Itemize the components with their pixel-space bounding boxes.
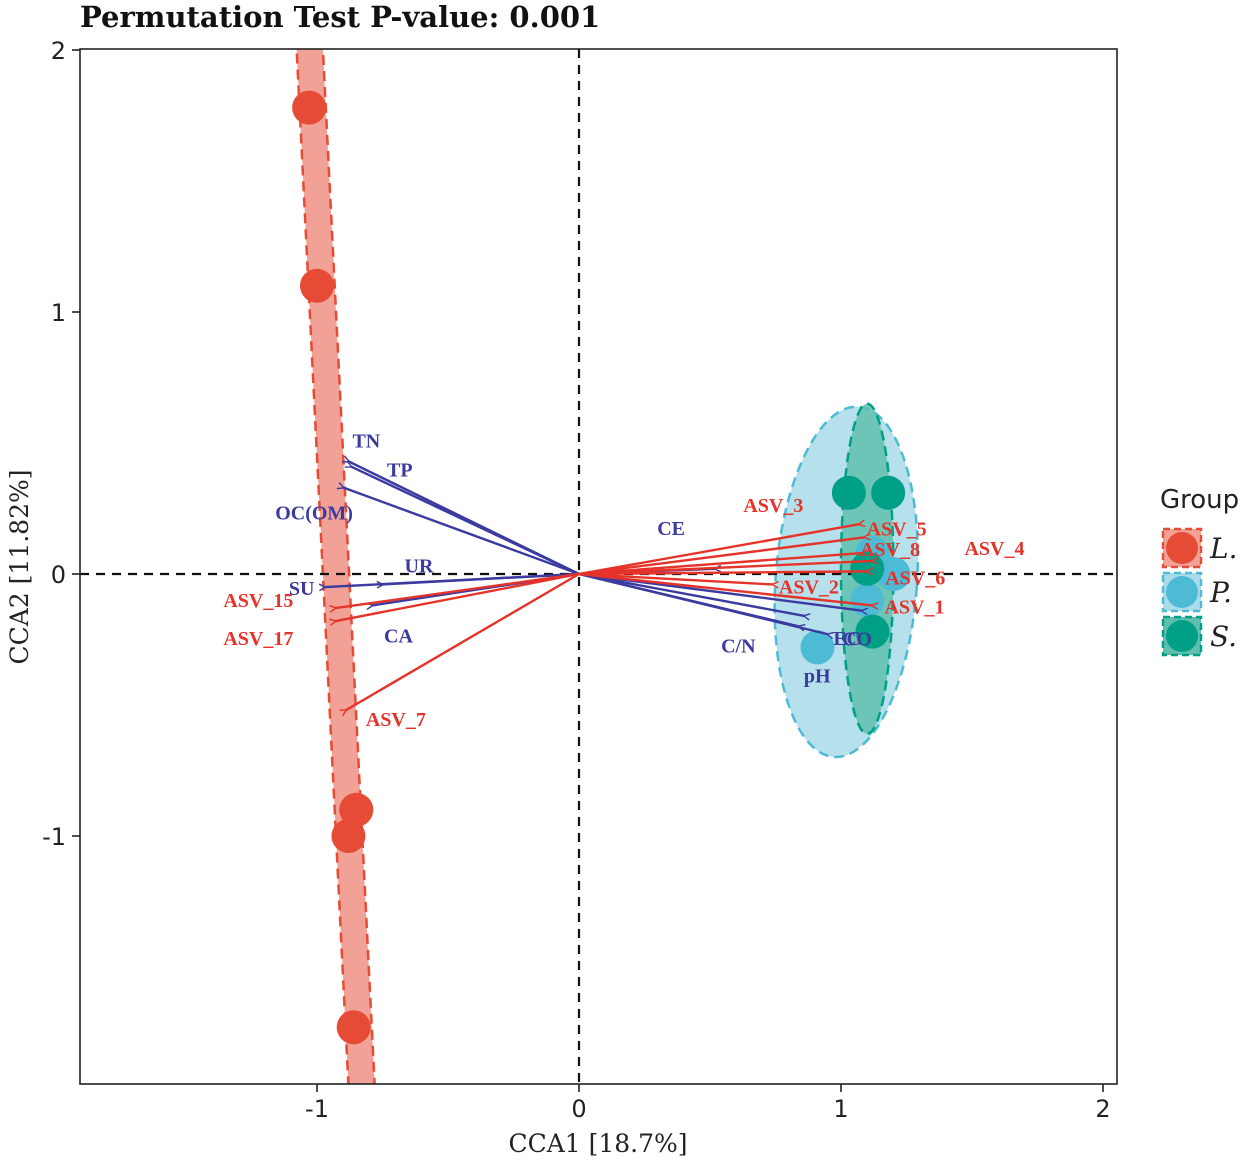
plot-frame (79, 48, 1118, 1085)
species-label-asv-15: ASV_15 (223, 590, 293, 612)
x-tick-label: -1 (305, 1095, 329, 1123)
species-arrow-asv-3 (578, 524, 859, 576)
x-axis-ticks: -1 0 1 2 (305, 1084, 1111, 1123)
point-S-2 (871, 475, 906, 510)
species-arrow-asv-6 (578, 571, 867, 576)
legend: Group L. P. S. (1160, 485, 1239, 657)
env-label-tp: TP (387, 460, 413, 482)
legend-title: Group (1160, 485, 1239, 515)
env-arrow-oc-om (343, 488, 580, 576)
env-label-co: CO (842, 629, 872, 651)
env-label-oc-om: OC(OM) (275, 503, 353, 525)
env-arrow-tp (351, 467, 580, 576)
point-S-4 (855, 614, 890, 649)
y-tick-label: 1 (51, 299, 66, 327)
env-arrow-ec (578, 572, 804, 616)
point-L-3 (339, 792, 374, 827)
legend-label-P: P. (1209, 576, 1232, 609)
x-axis-label: CCA1 [18.7%] (508, 1129, 687, 1158)
species-label-asv-4: ASV_4 (964, 538, 1024, 560)
env-label-c-n: C/N (721, 635, 756, 657)
x-tick-label: 0 (571, 1095, 586, 1123)
point-L-4 (331, 819, 366, 853)
species-arrow-asv-7 (346, 572, 580, 710)
env-label-su: SU (289, 578, 315, 600)
point-L-5 (336, 1010, 371, 1045)
y-axis-ticks: -1 0 1 2 (42, 37, 80, 851)
point-L-1 (292, 90, 327, 125)
species-arrow-asv-8 (578, 553, 862, 576)
species-label-asv-17: ASV_17 (223, 628, 293, 650)
env-label-ca: CA (384, 625, 413, 647)
env-arrow-su (325, 572, 580, 587)
x-tick-label: 1 (833, 1095, 848, 1123)
species-label-asv-3: ASV_3 (743, 495, 803, 517)
x-tick-label: 2 (1095, 1095, 1110, 1123)
point-P-2 (850, 583, 885, 618)
env-label-ur: UR (405, 555, 434, 577)
point-P-1 (800, 630, 835, 665)
species-arrow-asv-17 (335, 572, 580, 621)
env-label-ce: CE (657, 518, 685, 540)
legend-dot-P (1166, 576, 1198, 608)
point-P-3 (876, 557, 911, 591)
env-label-tn: TN (352, 430, 380, 452)
y-tick-label: 2 (51, 37, 66, 65)
env-label-ec: EC (833, 628, 861, 650)
species-label-asv-1: ASV_1 (884, 596, 944, 618)
species-arrow-asv-4 (578, 561, 872, 576)
species-arrow-asv-2 (578, 572, 773, 584)
species-label-asv-5: ASV_5 (867, 518, 927, 540)
legend-dot-S (1166, 620, 1198, 652)
legend-label-L: L. (1209, 532, 1238, 565)
legend-label-S: S. (1210, 620, 1237, 653)
species-label-asv-7: ASV_7 (366, 709, 426, 731)
point-S-1 (831, 475, 866, 510)
species-label-asv-8: ASV_8 (860, 539, 920, 561)
species-label-asv-6: ASV_6 (885, 567, 945, 589)
legend-dot-L (1166, 532, 1198, 564)
species-arrow-asv-15 (335, 572, 580, 608)
chart-title: Permutation Test P-value: 0.001 (80, 0, 600, 34)
y-tick-label: 0 (51, 561, 66, 589)
env-label-ph: pH (804, 665, 831, 687)
species-arrow-asv-5 (578, 537, 865, 576)
y-tick-label: -1 (42, 823, 66, 851)
species-label-asv-2: ASV_2 (779, 576, 839, 598)
reference-lines (80, 49, 1117, 1084)
legend-items: L. P. S. (1161, 527, 1238, 657)
species-arrow-asv-1 (578, 572, 872, 605)
ellipse-L (295, 49, 376, 1084)
env-arrow-ph (578, 572, 828, 634)
y-axis-label: CCA2 [11.82%] (5, 470, 34, 665)
ellipses-layer (295, 49, 920, 1084)
point-L-2 (300, 268, 334, 303)
